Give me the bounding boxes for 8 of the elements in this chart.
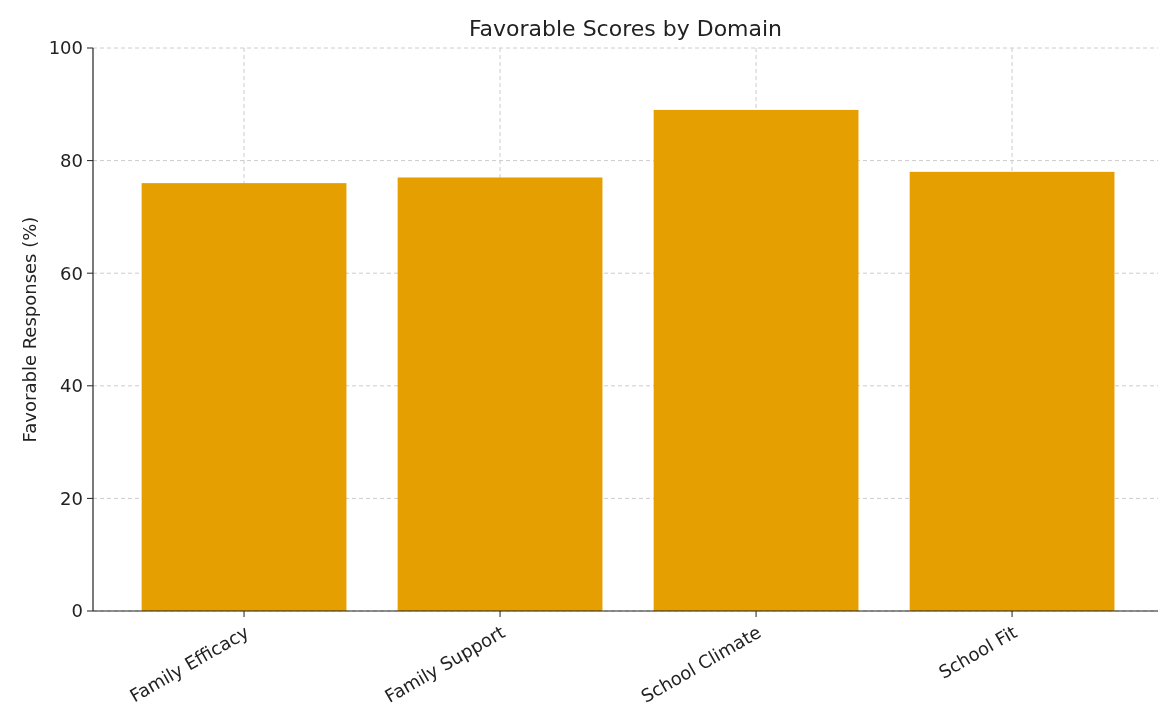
chart-title: Favorable Scores by Domain bbox=[468, 16, 783, 41]
y-tick-label: 100 bbox=[48, 37, 83, 59]
y-tick-label: 0 bbox=[71, 600, 83, 622]
y-tick-label: 60 bbox=[60, 262, 83, 284]
y-tick-label: 20 bbox=[60, 487, 83, 509]
y-axis-title: Favorable Responses (%) bbox=[19, 216, 40, 443]
y-tick-label: 80 bbox=[60, 149, 83, 171]
y-tick-label: 40 bbox=[60, 375, 83, 397]
